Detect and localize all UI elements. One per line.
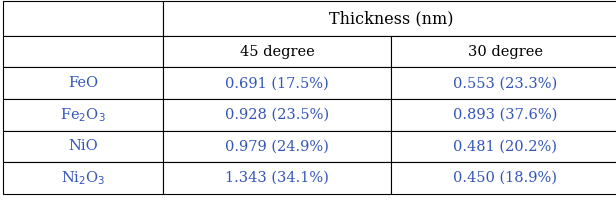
Bar bbox=[391, 131, 616, 162]
Bar bbox=[391, 67, 616, 99]
Bar bbox=[391, 162, 616, 194]
Text: 30 degree: 30 degree bbox=[468, 45, 543, 59]
Text: 45 degree: 45 degree bbox=[240, 45, 315, 59]
Bar bbox=[163, 162, 391, 194]
Text: 0.691 (17.5%): 0.691 (17.5%) bbox=[225, 76, 329, 90]
Bar bbox=[163, 67, 391, 99]
Bar bbox=[163, 99, 391, 131]
Bar bbox=[163, 36, 391, 67]
Text: 0.481 (20.2%): 0.481 (20.2%) bbox=[453, 139, 557, 153]
Bar bbox=[3, 162, 163, 194]
Text: 0.928 (23.5%): 0.928 (23.5%) bbox=[225, 108, 330, 122]
Bar bbox=[3, 67, 163, 99]
Text: NiO: NiO bbox=[68, 139, 98, 153]
Text: 0.893 (37.6%): 0.893 (37.6%) bbox=[453, 108, 557, 122]
Bar bbox=[3, 131, 163, 162]
Bar bbox=[391, 99, 616, 131]
Bar bbox=[163, 131, 391, 162]
Text: Thickness (nm): Thickness (nm) bbox=[329, 10, 453, 27]
Text: Fe$_{2}$O$_{3}$: Fe$_{2}$O$_{3}$ bbox=[60, 106, 106, 124]
Text: 0.553 (23.3%): 0.553 (23.3%) bbox=[453, 76, 557, 90]
Text: 1.343 (34.1%): 1.343 (34.1%) bbox=[225, 171, 329, 185]
Text: 0.979 (24.9%): 0.979 (24.9%) bbox=[225, 139, 329, 153]
Bar bbox=[391, 36, 616, 67]
Bar bbox=[163, 1, 616, 36]
Bar bbox=[3, 36, 163, 67]
Text: 0.450 (18.9%): 0.450 (18.9%) bbox=[453, 171, 557, 185]
Text: Ni$_{2}$O$_{3}$: Ni$_{2}$O$_{3}$ bbox=[61, 169, 105, 187]
Bar bbox=[3, 1, 163, 36]
Text: FeO: FeO bbox=[68, 76, 98, 90]
Bar bbox=[3, 99, 163, 131]
